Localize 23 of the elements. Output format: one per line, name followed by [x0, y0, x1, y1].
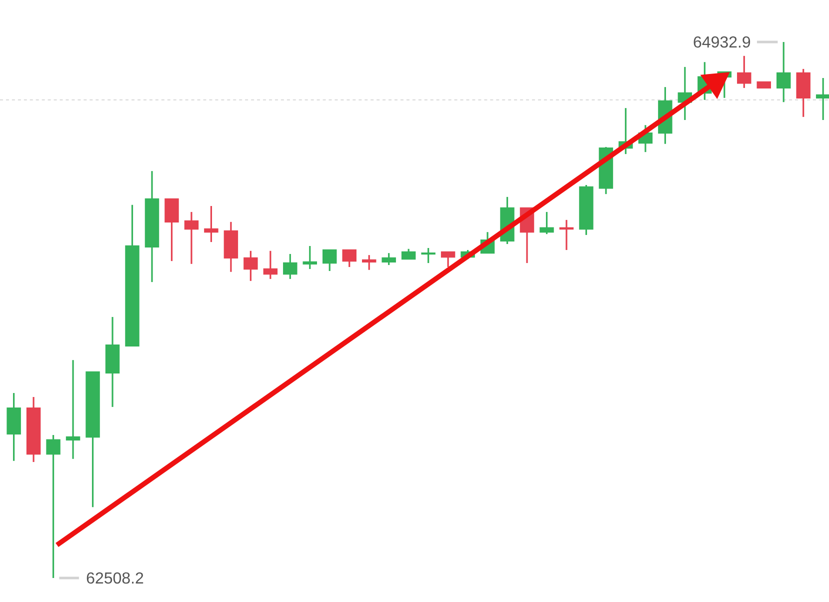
candlestick	[776, 41, 791, 103]
candlestick	[46, 434, 60, 579]
candlestick	[164, 198, 179, 262]
candlestick	[302, 245, 317, 270]
candlestick	[421, 247, 436, 264]
candlestick	[816, 77, 829, 121]
candlestick	[204, 205, 218, 243]
candlestick	[244, 250, 258, 282]
candlestick	[184, 211, 199, 265]
annotation: 62508.2	[86, 572, 144, 584]
candlestick	[66, 359, 80, 460]
annotation: 64932.9	[694, 36, 750, 48]
candlestick	[737, 55, 752, 89]
candlestick	[362, 254, 376, 271]
candlestick	[322, 249, 337, 272]
candlestick	[382, 252, 396, 266]
candlestick	[540, 211, 554, 235]
candlestick	[440, 251, 456, 268]
candlestick	[401, 248, 416, 260]
candlestick	[283, 253, 298, 280]
candlestick	[559, 219, 574, 251]
candlestick	[263, 250, 278, 280]
candlestick	[342, 249, 356, 268]
